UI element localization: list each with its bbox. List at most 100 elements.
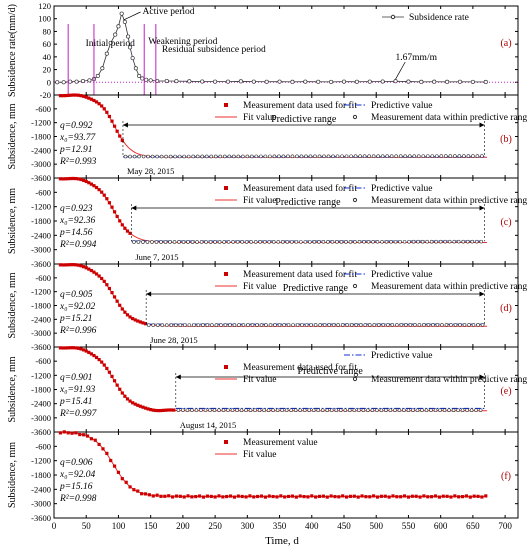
range-measurement-point — [214, 323, 219, 327]
measurement-point — [105, 110, 109, 114]
measurement-point — [344, 495, 349, 499]
range-measurement-point — [404, 323, 408, 327]
range-measurement-point — [325, 408, 330, 413]
range-measurement-point — [451, 408, 456, 413]
range-measurement-point — [344, 240, 348, 244]
rate-point — [116, 24, 121, 29]
measurement-point — [84, 95, 88, 99]
measurement-point — [66, 177, 70, 181]
range-measurement-point — [358, 323, 363, 327]
measurement-point — [445, 494, 449, 498]
range-measurement-point — [362, 240, 366, 244]
y-tick-label: -3600 — [31, 342, 51, 352]
measurement-point — [232, 495, 237, 499]
y-tick-label: -3600 — [31, 259, 51, 269]
y-tick-label: -2400 — [31, 484, 51, 494]
rate-point — [341, 79, 347, 84]
range-measurement-point — [213, 240, 217, 244]
rate-point — [113, 32, 118, 37]
measurement-point — [267, 494, 271, 498]
fit-parameter: p=12.91 — [59, 145, 93, 155]
measurement-point — [128, 399, 132, 403]
rate-point — [108, 40, 113, 45]
measurement-point — [94, 272, 99, 276]
rate-point — [225, 79, 231, 84]
measurement-point — [70, 431, 74, 435]
range-measurement-point — [181, 240, 186, 244]
y-tick-label: -1200 — [31, 202, 51, 212]
legend-label: Measurement data used for fit — [243, 269, 357, 280]
fit-parameter: R²=0.996 — [59, 326, 97, 336]
range-measurement-point — [141, 240, 145, 244]
range-measurement-point — [416, 154, 421, 158]
measurement-point — [100, 276, 104, 281]
y-tick-label: -3600 — [31, 173, 51, 183]
range-measurement-point — [190, 408, 194, 412]
measurement-point — [100, 104, 104, 108]
range-measurement-point — [168, 240, 172, 244]
measurement-point — [156, 408, 160, 413]
range-measurement-point — [339, 240, 344, 244]
range-measurement-point — [272, 154, 277, 159]
measurement-point — [87, 181, 91, 185]
range-measurement-point — [385, 154, 389, 158]
measurement-point — [484, 494, 488, 498]
rate-point — [174, 79, 179, 84]
y-tick-label: -3000 — [31, 328, 51, 338]
range-measurement-point — [349, 323, 354, 327]
measurement-point — [110, 119, 114, 123]
range-measurement-point — [343, 408, 348, 413]
measurement-point — [118, 387, 122, 391]
range-measurement-point — [137, 154, 141, 159]
panel-a: -20 0 20 40 60 80 100 120 Subsidence rate(mm/d) (… — [7, 1, 519, 100]
range-measurement-point — [146, 154, 150, 159]
measurement-point — [198, 494, 202, 498]
annotation-leader — [123, 11, 141, 21]
range-measurement-point — [412, 154, 417, 158]
measurement-point — [190, 495, 194, 499]
range-measurement-point — [219, 323, 223, 327]
range-measurement-point — [226, 240, 231, 244]
fit-parameter: x₀=91.93 — [59, 385, 96, 395]
rate-point — [200, 79, 205, 84]
measurement-point — [76, 93, 81, 97]
measurement-point — [159, 494, 163, 498]
measurement-point — [87, 267, 91, 271]
measurement-point — [306, 495, 310, 499]
measurement-point — [74, 176, 78, 181]
measurement-point — [71, 176, 75, 181]
range-measurement-point — [394, 154, 399, 158]
x-axis-label: Time, d — [265, 535, 299, 547]
measurement-point — [78, 432, 82, 437]
range-measurement-point — [244, 240, 249, 244]
x-tick-label: 150 — [144, 521, 158, 531]
measurement-point — [468, 495, 472, 499]
y-tick-label: -3000 — [31, 159, 51, 169]
y-tick-label: -3600 — [31, 427, 51, 437]
range-measurement-point — [276, 240, 281, 244]
legend-label: Measurement data within predictive range — [371, 282, 527, 292]
rate-point — [367, 79, 372, 84]
range-measurement-point — [363, 323, 368, 327]
measurement-point — [136, 489, 140, 493]
measurement-point — [317, 494, 322, 498]
range-measurement-point — [433, 408, 438, 413]
legend-range-marker — [352, 283, 358, 289]
range-measurement-point — [174, 323, 178, 327]
range-measurement-point — [340, 154, 344, 159]
range-measurement-point — [136, 240, 141, 244]
measurement-point — [132, 488, 136, 492]
measurement-point — [66, 431, 70, 435]
range-measurement-point — [250, 154, 254, 159]
range-measurement-point — [182, 154, 186, 159]
y-tick-label: -3000 — [31, 245, 51, 255]
measurement-point — [201, 495, 206, 499]
panel-b: -600 -1200 -1800 -2400 -3000 -3600 Subsidence,… — [7, 93, 527, 183]
range-measurement-point — [298, 408, 302, 413]
measurement-point — [143, 406, 148, 410]
rate-point — [119, 11, 124, 16]
range-measurement-point — [411, 239, 416, 244]
range-measurement-point — [388, 408, 393, 413]
y-axis-label: Subsidence, mm — [7, 103, 18, 169]
